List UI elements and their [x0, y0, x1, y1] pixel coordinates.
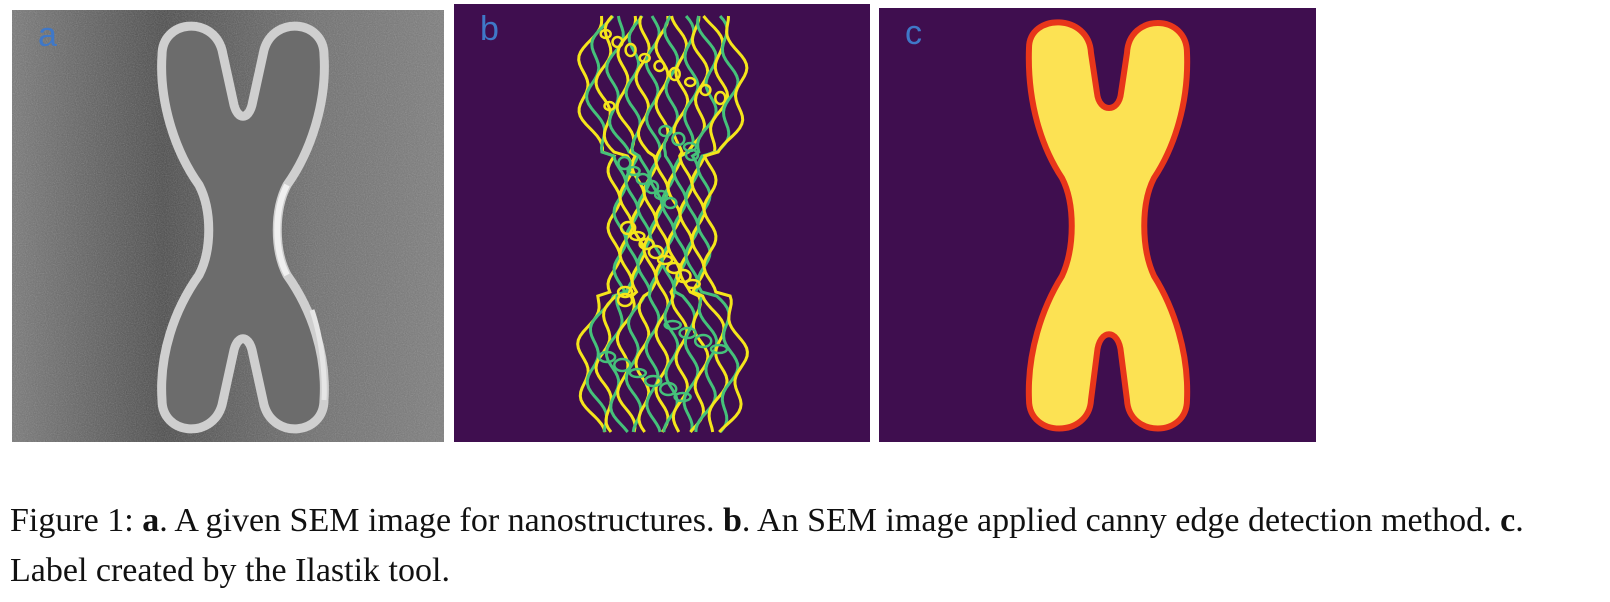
edge-loop: [714, 90, 727, 106]
edge-loop: [699, 83, 712, 97]
panel-b-canny-edges: b: [454, 4, 870, 442]
edge-loop: [611, 35, 624, 49]
panel-a-sem-image: a: [12, 10, 444, 442]
caption-a-text: . A given SEM image for nanostructures.: [159, 502, 723, 539]
panel-a-letter: a: [38, 16, 57, 54]
edge-loop: [653, 189, 669, 201]
edge-contour: [576, 15, 622, 433]
edge-loop: [624, 42, 637, 58]
caption-c-text: . Label created by the Ilastik tool.: [10, 502, 1524, 589]
edge-loop: [599, 28, 612, 40]
edge-loop: [603, 100, 616, 112]
edge-loop: [638, 237, 655, 251]
edge-loop: [683, 76, 697, 88]
caption-a-label: a: [142, 502, 160, 539]
caption-prefix: Figure 1:: [10, 502, 143, 539]
edge-loop: [658, 381, 678, 397]
edge-loop: [613, 357, 632, 373]
panel-c-letter: c: [905, 14, 922, 52]
edge-loop: [628, 367, 648, 379]
caption-c-label: c: [1500, 502, 1516, 539]
edge-loop: [666, 261, 683, 275]
edge-contour: [666, 15, 690, 433]
edge-contour: [644, 15, 664, 433]
caption-b-text: . An SEM image applied canny edge detect…: [741, 502, 1501, 539]
edge-contour: [702, 15, 749, 434]
edge-contour: [660, 15, 680, 433]
edge-loop: [635, 172, 651, 186]
edge-loop: [693, 333, 713, 349]
edge-loop: [616, 292, 634, 308]
edge-contour: [634, 15, 658, 433]
edge-loop: [626, 165, 641, 177]
canny-edge-image: [454, 4, 870, 442]
edge-loop: [647, 244, 665, 260]
edge-loop: [619, 220, 637, 236]
caption-b-label: b: [722, 502, 742, 539]
edge-contours: [576, 15, 749, 434]
edge-loop: [653, 59, 666, 73]
edge-loop: [663, 319, 682, 331]
edge-loop: [656, 254, 674, 266]
edge-loop: [668, 66, 681, 82]
edge-loop: [597, 350, 617, 364]
edge-loop: [684, 148, 700, 162]
edge-loop: [663, 196, 678, 210]
edge-loop: [638, 52, 651, 64]
sem-image: [12, 10, 444, 442]
figure-caption: Figure 1: a. A given SEM image for nanos…: [10, 496, 1602, 596]
edge-loop: [675, 268, 692, 284]
edge-loop: [709, 343, 729, 355]
edge-loop: [678, 326, 697, 340]
edge-loop: [643, 374, 663, 388]
edge-loop: [658, 124, 673, 138]
panel-c-ilastik-label: c: [879, 8, 1316, 442]
edge-loop: [617, 155, 632, 171]
edge-contour: [624, 15, 652, 433]
edge-loop: [616, 285, 634, 299]
edge-loop: [684, 278, 701, 290]
edge-loop: [673, 391, 692, 403]
panel-b-letter: b: [480, 10, 499, 48]
edge-loop: [644, 179, 660, 195]
label-image: [879, 8, 1316, 442]
edge-contour: [672, 15, 700, 433]
edge-loop: [629, 230, 646, 242]
edge-contour: [654, 15, 670, 433]
edge-loop: [671, 131, 686, 147]
